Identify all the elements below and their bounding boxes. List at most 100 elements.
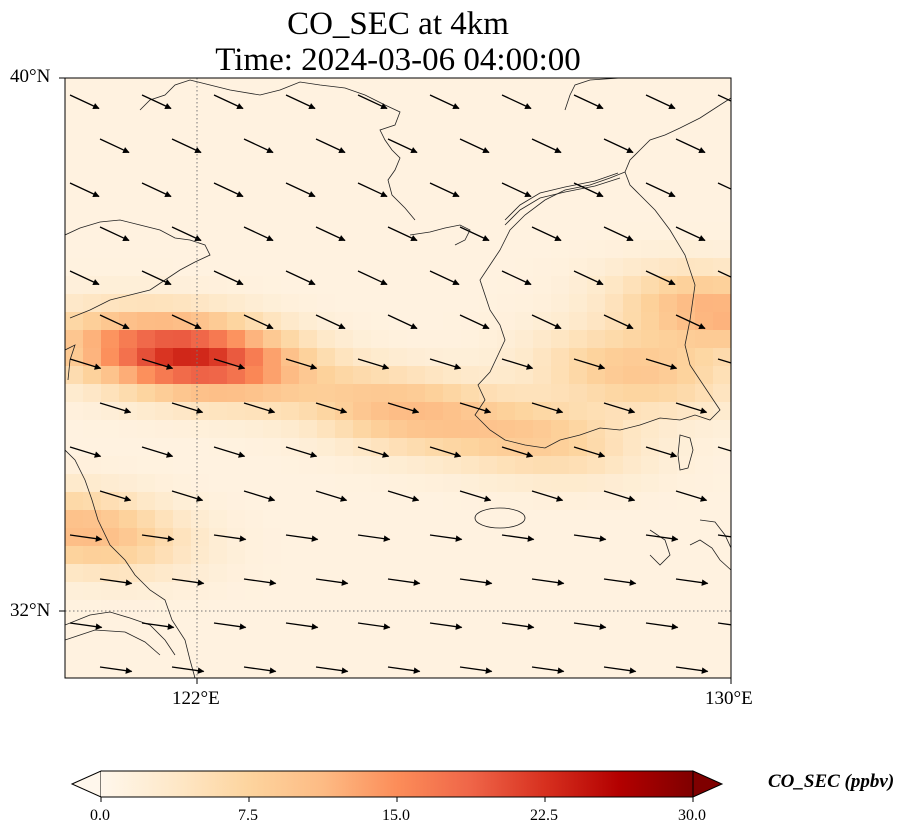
field-cell xyxy=(335,528,354,547)
field-cell xyxy=(335,240,354,259)
field-cell xyxy=(83,312,102,331)
field-cell xyxy=(173,420,192,439)
field-cell xyxy=(191,582,210,601)
field-cell xyxy=(695,438,714,457)
field-cell xyxy=(173,366,192,385)
field-cell xyxy=(353,78,372,97)
field-cell xyxy=(551,492,570,511)
wind-arrow xyxy=(243,490,276,502)
field-cell xyxy=(353,186,372,205)
field-cell xyxy=(209,204,228,223)
field-cell xyxy=(335,564,354,583)
field-cell xyxy=(389,474,408,493)
field-cell xyxy=(227,78,246,97)
field-cell xyxy=(137,618,156,637)
field-cell xyxy=(299,474,318,493)
field-cell xyxy=(137,204,156,223)
field-cell xyxy=(605,528,624,547)
wind-arrow xyxy=(357,94,388,110)
field-cell xyxy=(695,204,714,223)
field-cell xyxy=(119,366,138,385)
field-cell xyxy=(83,636,102,655)
field-cell xyxy=(659,492,678,511)
field-cell xyxy=(425,204,444,223)
field-cell xyxy=(623,168,642,187)
field-cell xyxy=(83,402,102,421)
field-cell xyxy=(65,348,84,367)
field-cell xyxy=(281,528,300,547)
field-cell xyxy=(263,240,282,259)
field-cell xyxy=(479,528,498,547)
field-cell xyxy=(587,294,606,313)
field-cell xyxy=(407,366,426,385)
field-cell xyxy=(695,528,714,547)
field-cell xyxy=(515,186,534,205)
field-cell xyxy=(695,132,714,151)
field-cell xyxy=(227,474,246,493)
field-cell xyxy=(227,294,246,313)
field-cell xyxy=(677,474,696,493)
wind-arrow xyxy=(429,534,463,542)
field-cell xyxy=(533,150,552,169)
field-cell xyxy=(569,348,588,367)
wind-arrow xyxy=(285,534,319,542)
field-cell xyxy=(389,492,408,511)
field-cell xyxy=(317,312,336,331)
field-cell xyxy=(371,528,390,547)
field-cell xyxy=(407,348,426,367)
wind-arrow xyxy=(243,226,274,242)
field-cell xyxy=(281,96,300,115)
wind-arrow xyxy=(357,182,388,198)
field-cell xyxy=(353,420,372,439)
field-cell xyxy=(209,348,228,367)
field-cell xyxy=(587,456,606,475)
wind-arrow xyxy=(141,446,174,458)
field-cell xyxy=(713,420,731,439)
field-cell xyxy=(245,420,264,439)
field-cell xyxy=(677,600,696,619)
field-cell xyxy=(155,636,174,655)
field-cell xyxy=(461,78,480,97)
field-cell xyxy=(65,114,84,133)
field-cell xyxy=(497,510,516,529)
field-cell xyxy=(317,78,336,97)
wind-arrow xyxy=(141,358,174,370)
field-cell xyxy=(569,672,588,678)
field-cell xyxy=(587,222,606,241)
field-cell xyxy=(317,672,336,678)
field-cell xyxy=(407,582,426,601)
field-cell xyxy=(587,600,606,619)
field-cell xyxy=(173,636,192,655)
field-cell xyxy=(263,564,282,583)
field-cell xyxy=(317,330,336,349)
field-cell xyxy=(353,564,372,583)
field-cell xyxy=(353,204,372,223)
wind-arrow xyxy=(645,182,676,198)
field-cell xyxy=(317,546,336,565)
field-cell xyxy=(659,294,678,313)
field-cell xyxy=(65,240,84,259)
field-cell xyxy=(533,168,552,187)
field-cell xyxy=(659,204,678,223)
field-cell xyxy=(533,618,552,637)
wind-arrow xyxy=(573,534,607,542)
field-cell xyxy=(713,348,731,367)
field-cell xyxy=(353,114,372,133)
field-cell xyxy=(677,348,696,367)
field-cell xyxy=(119,150,138,169)
wind-arrow xyxy=(99,578,133,586)
field-cell xyxy=(137,600,156,619)
field-cell xyxy=(371,672,390,678)
field-cell xyxy=(155,132,174,151)
field-cell xyxy=(335,114,354,133)
wind-arrow xyxy=(603,578,637,586)
field-cell xyxy=(605,384,624,403)
field-cell xyxy=(695,366,714,385)
wind-arrow xyxy=(285,622,319,630)
field-cell xyxy=(425,618,444,637)
field-cell xyxy=(569,204,588,223)
field-cell xyxy=(227,258,246,277)
field-cell xyxy=(659,546,678,565)
wind-arrow xyxy=(99,666,133,674)
field-cell xyxy=(479,474,498,493)
